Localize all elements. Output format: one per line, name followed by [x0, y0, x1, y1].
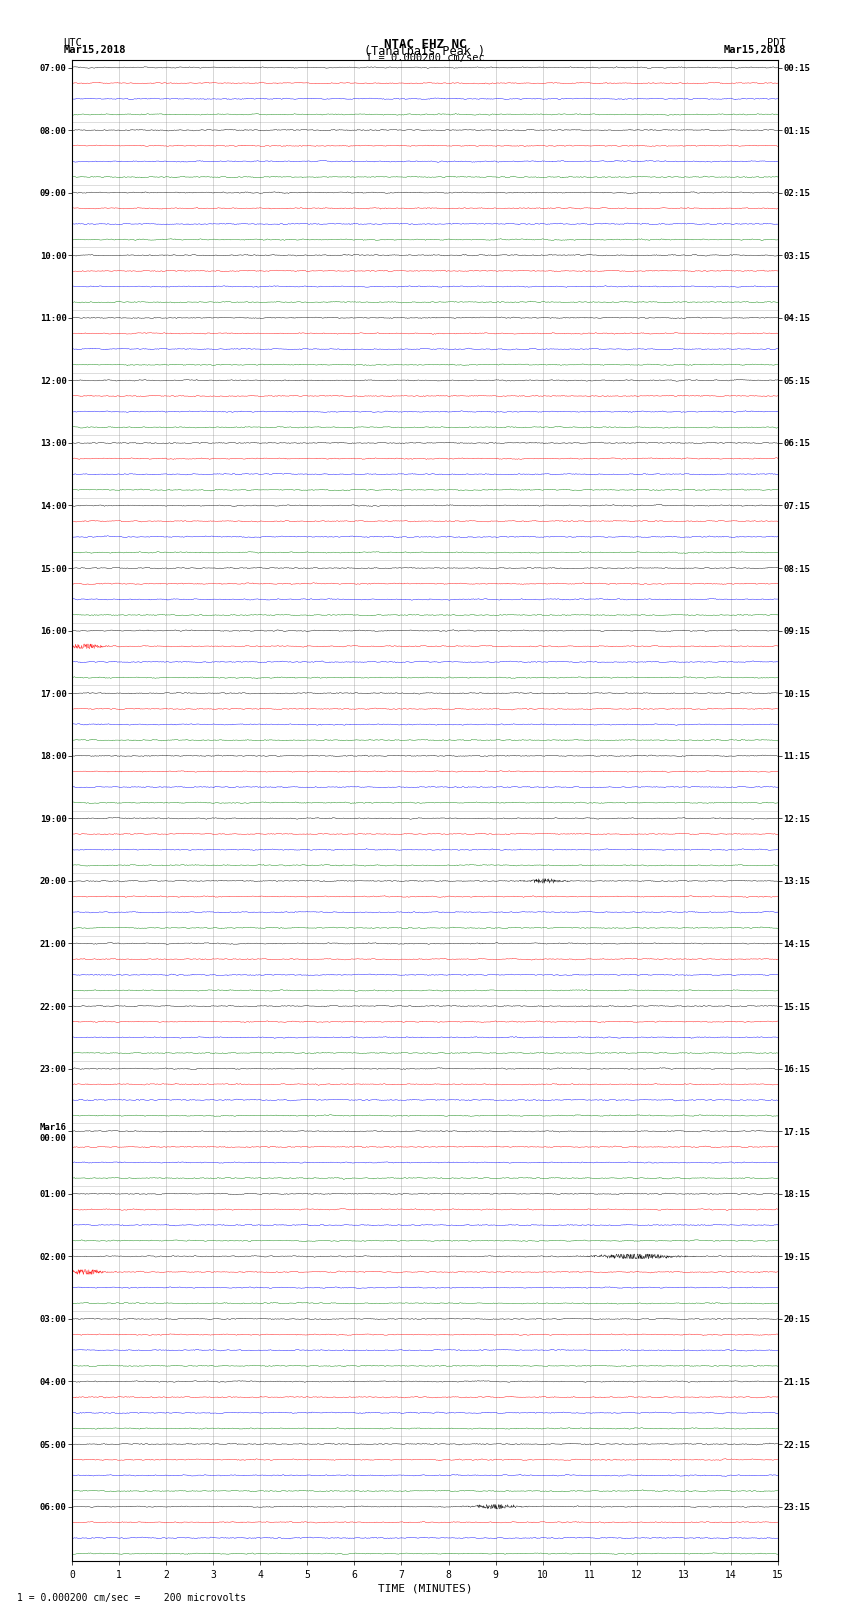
- Text: Mar15,2018: Mar15,2018: [723, 45, 786, 55]
- X-axis label: TIME (MINUTES): TIME (MINUTES): [377, 1584, 473, 1594]
- Text: I = 0.000200 cm/sec: I = 0.000200 cm/sec: [366, 53, 484, 63]
- Text: (Tanalpais Peak ): (Tanalpais Peak ): [365, 45, 485, 58]
- Text: PDT: PDT: [768, 37, 786, 48]
- Text: Mar15,2018: Mar15,2018: [64, 45, 127, 55]
- Text: 1 = 0.000200 cm/sec =    200 microvolts: 1 = 0.000200 cm/sec = 200 microvolts: [17, 1594, 246, 1603]
- Text: NTAC EHZ NC: NTAC EHZ NC: [383, 37, 467, 52]
- Text: UTC: UTC: [64, 37, 82, 48]
